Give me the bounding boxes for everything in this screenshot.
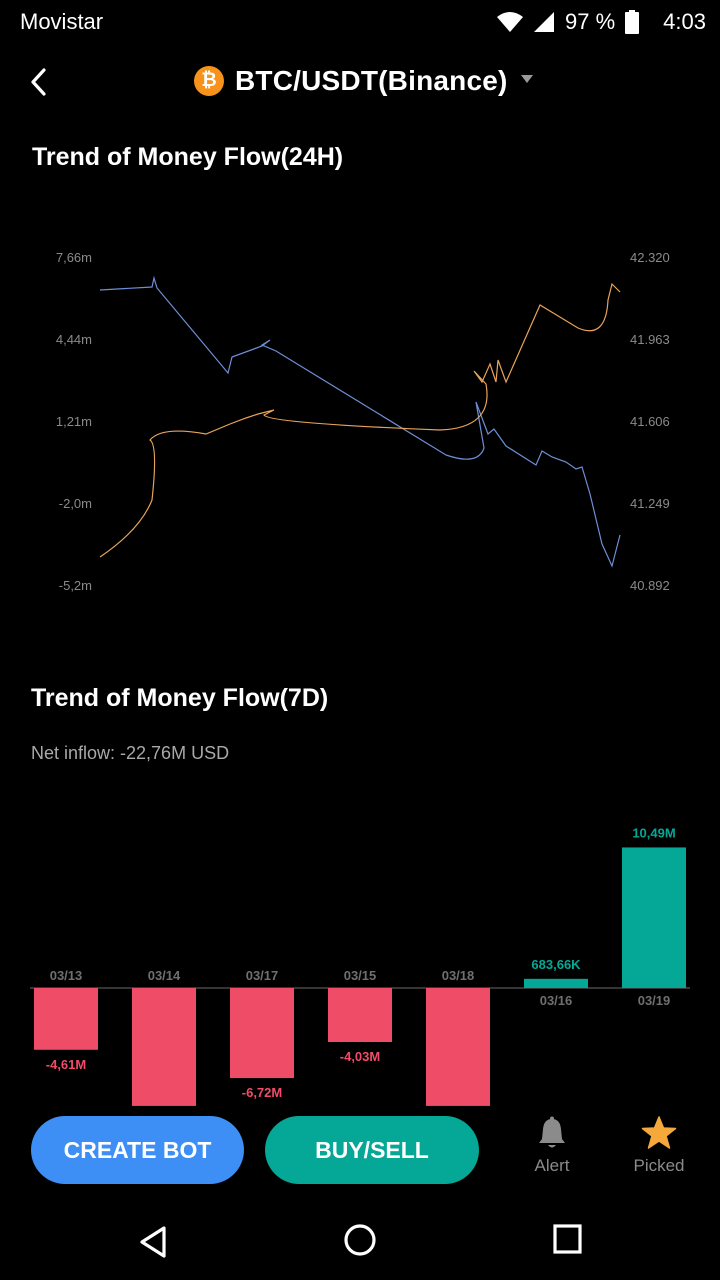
signal-icon — [534, 12, 555, 32]
section-title-7d: Trend of Money Flow(7D) — [31, 684, 329, 712]
alert-label: Alert — [534, 1156, 570, 1175]
category-label: 03/17 — [246, 968, 279, 983]
category-label: 03/19 — [638, 993, 671, 1008]
carrier-name: Movistar — [20, 9, 104, 34]
left-axis-tick: 7,66m — [56, 250, 92, 265]
money-flow-7d-chart: 03/13 -4,61M 03/14 03/17 -6,72M 03/15 -4,03M 03… — [30, 825, 690, 1106]
circle-home-icon — [344, 1224, 376, 1256]
value-label: -4,61M — [46, 1057, 86, 1072]
dropdown-caret-icon — [520, 75, 533, 83]
status-icons: 97 % 4:03 — [497, 6, 706, 38]
net-inflow-summary: Net inflow: -22,76M USD — [31, 743, 230, 763]
right-axis-tick: 41.606 — [630, 414, 670, 429]
picked-tab[interactable]: Picked — [619, 1116, 699, 1188]
create-bot-button[interactable]: CREATE BOT — [31, 1116, 244, 1184]
bar — [132, 988, 196, 1106]
price-line — [99, 282, 621, 558]
category-label: 03/14 — [148, 968, 181, 983]
header: ₿ BTC/USDT(Binance) — [0, 52, 720, 112]
left-axis-tick: -2,0m — [59, 496, 92, 511]
nav-recents-button[interactable] — [545, 1220, 589, 1264]
bar — [328, 988, 392, 1043]
bar — [622, 847, 686, 988]
left-axis-tick: 1,21m — [56, 414, 92, 429]
pair-title: BTC/USDT(Binance) — [235, 65, 508, 96]
bitcoin-icon: ₿ — [194, 66, 224, 96]
status-bar: Movistar 97 % 4:03 — [0, 0, 720, 44]
buy-sell-button[interactable]: BUY/SELL — [265, 1116, 479, 1184]
system-nav-bar — [0, 1200, 720, 1280]
bar — [524, 978, 588, 988]
category-label: 03/18 — [442, 968, 475, 983]
value-label: 683,66K — [531, 957, 581, 972]
battery-icon — [625, 10, 640, 34]
right-axis-tick: 41.963 — [630, 332, 670, 347]
picked-label: Picked — [633, 1156, 685, 1175]
money-flow-line — [99, 275, 621, 568]
value-label: 10,49M — [632, 825, 675, 840]
right-axis-tick: 41.249 — [630, 496, 670, 511]
alert-tab[interactable]: Alert — [512, 1116, 592, 1188]
square-recents-icon — [553, 1224, 582, 1254]
back-arrow-icon — [31, 68, 46, 96]
bar — [426, 988, 490, 1106]
right-axis-tick: 42.320 — [630, 250, 670, 265]
triangle-back-icon — [140, 1226, 166, 1258]
right-axis-tick: 40.892 — [630, 578, 670, 593]
wifi-icon — [497, 12, 524, 32]
star-icon — [641, 1116, 677, 1149]
left-axis-tick: -5,2m — [59, 578, 92, 593]
battery-percent: 97 % — [565, 9, 616, 34]
bottom-action-bar: CREATE BOT BUY/SELL Alert Picked — [0, 1110, 720, 1200]
pair-selector[interactable]: ₿ BTC/USDT(Binance) — [194, 65, 534, 97]
left-axis-tick: 4,44m — [56, 332, 92, 347]
category-label: 03/16 — [540, 993, 573, 1008]
category-label: 03/15 — [344, 968, 377, 983]
section-title-24h: Trend of Money Flow(24H) — [32, 143, 344, 171]
bell-icon — [539, 1116, 565, 1148]
value-label: -6,72M — [242, 1085, 282, 1100]
value-label: -4,03M — [340, 1049, 380, 1064]
nav-back-button[interactable] — [132, 1220, 176, 1264]
clock: 4:03 — [663, 9, 706, 34]
nav-home-button[interactable] — [338, 1220, 382, 1264]
money-flow-24h-chart: 7,66m 4,44m 1,21m -2,0m -5,2m 42.320 41.… — [56, 250, 670, 593]
category-label: 03/13 — [50, 968, 83, 983]
bar — [34, 988, 98, 1050]
bar — [230, 988, 294, 1079]
back-button[interactable] — [22, 64, 62, 100]
